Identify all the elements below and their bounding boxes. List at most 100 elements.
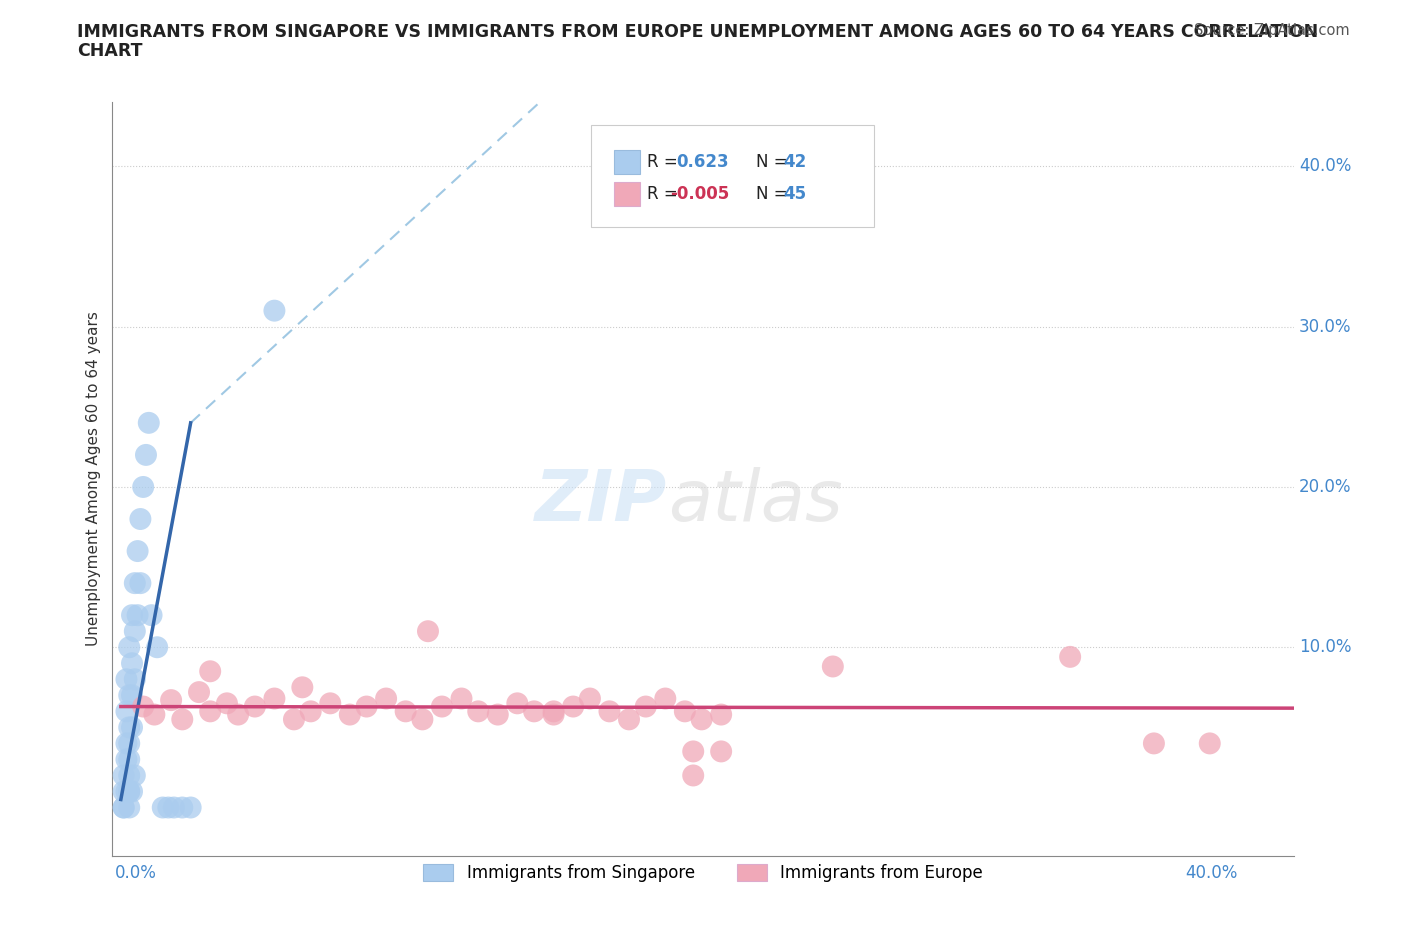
Point (634, 699, 657, 714)
Point (135, 447, 157, 462)
Point (215, 696, 238, 711)
Point (395, 704, 418, 719)
Point (118, 768, 141, 783)
Point (146, 640, 169, 655)
Point (375, 691, 398, 706)
Text: -0.005: -0.005 (669, 185, 730, 203)
Point (138, 416, 160, 431)
Point (152, 800, 174, 815)
Text: 40.0%: 40.0% (1185, 864, 1237, 882)
Point (118, 640, 141, 655)
Point (143, 707, 166, 722)
Point (654, 691, 676, 706)
Point (579, 691, 602, 706)
Point (118, 720, 141, 735)
Point (682, 744, 704, 759)
Text: CHART: CHART (77, 42, 143, 60)
Point (200, 704, 222, 719)
Point (129, 512, 152, 526)
Point (291, 680, 314, 695)
Point (1143, 736, 1166, 751)
Y-axis label: Unemployment Among Ages 60 to 64 years: Unemployment Among Ages 60 to 64 years (86, 312, 101, 646)
Point (1059, 649, 1081, 664)
Point (682, 768, 704, 783)
Point (283, 712, 305, 727)
Text: atlas: atlas (668, 467, 842, 536)
Point (598, 704, 620, 719)
Text: 10.0%: 10.0% (1299, 638, 1351, 657)
Point (506, 696, 529, 711)
Point (617, 712, 640, 727)
Point (543, 704, 565, 719)
Point (124, 624, 146, 639)
Point (430, 699, 453, 714)
Text: 45: 45 (783, 185, 807, 203)
Point (319, 696, 342, 711)
Point (118, 752, 141, 767)
Point (112, 768, 135, 783)
Point (115, 671, 138, 686)
Text: IMMIGRANTS FROM SINGAPORE VS IMMIGRANTS FROM EUROPE UNEMPLOYMENT AMONG AGES 60 T: IMMIGRANTS FROM SINGAPORE VS IMMIGRANTS … (77, 23, 1319, 41)
Point (486, 707, 509, 722)
Point (124, 576, 146, 591)
Point (124, 768, 146, 783)
Point (121, 784, 143, 799)
Text: ZIP: ZIP (536, 467, 668, 536)
Text: 0.0%: 0.0% (115, 864, 157, 882)
Text: 30.0%: 30.0% (1299, 318, 1351, 336)
FancyBboxPatch shape (614, 182, 640, 206)
Point (523, 704, 546, 719)
Point (411, 712, 433, 727)
Text: N =: N = (756, 153, 793, 171)
Text: Source: ZipAtlas.com: Source: ZipAtlas.com (1194, 23, 1350, 38)
Point (200, 664, 222, 679)
Point (121, 688, 143, 703)
Point (562, 699, 585, 714)
Point (690, 712, 713, 727)
Point (121, 656, 143, 671)
Point (543, 707, 565, 722)
Point (118, 784, 141, 799)
Text: 42: 42 (783, 153, 807, 171)
Text: 20.0%: 20.0% (1299, 478, 1351, 496)
Point (127, 607, 149, 622)
Point (339, 707, 361, 722)
FancyBboxPatch shape (591, 125, 875, 227)
Point (121, 607, 143, 622)
Point (141, 607, 163, 622)
Point (467, 704, 489, 719)
Point (115, 736, 138, 751)
Point (163, 800, 186, 815)
Point (450, 691, 472, 706)
Text: N =: N = (756, 185, 793, 203)
Point (710, 744, 733, 759)
Point (132, 480, 155, 495)
Point (118, 800, 141, 815)
Point (356, 699, 378, 714)
Point (299, 704, 322, 719)
Point (157, 800, 180, 815)
Point (243, 699, 266, 714)
Point (160, 693, 183, 708)
FancyBboxPatch shape (614, 150, 640, 174)
Point (118, 784, 141, 799)
Point (127, 544, 149, 559)
Point (118, 688, 141, 703)
Point (416, 624, 439, 639)
Point (129, 576, 152, 591)
Point (188, 684, 211, 699)
Point (112, 800, 135, 815)
Point (180, 800, 202, 815)
Point (263, 691, 285, 706)
Text: 0.623: 0.623 (676, 153, 728, 171)
Point (172, 712, 194, 727)
Text: R =: R = (648, 153, 683, 171)
Point (673, 704, 696, 719)
Point (172, 800, 194, 815)
Point (821, 659, 844, 674)
Point (112, 784, 135, 799)
Point (132, 699, 155, 714)
Point (112, 800, 135, 815)
Point (1198, 736, 1220, 751)
Point (710, 707, 733, 722)
